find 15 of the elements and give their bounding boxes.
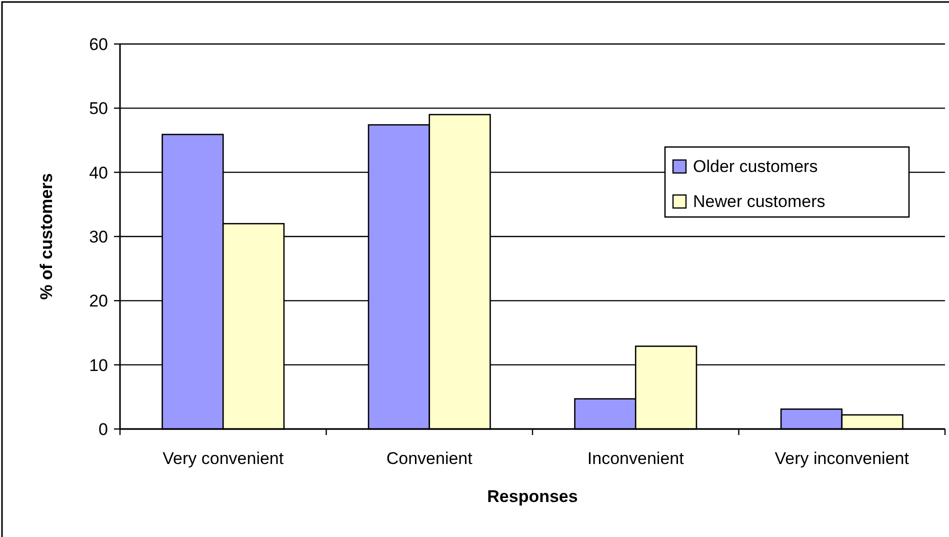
x-tick-label: Very convenient xyxy=(162,449,284,468)
y-tick-label: 50 xyxy=(89,99,108,118)
x-axis-title: Responses xyxy=(487,487,578,506)
y-tick-label: 40 xyxy=(89,163,108,182)
y-tick-label: 0 xyxy=(98,420,108,439)
y-tick-label: 10 xyxy=(89,356,108,375)
y-tick-label: 30 xyxy=(89,227,108,246)
legend-label: Newer customers xyxy=(693,192,826,211)
x-tick-label: Very inconvenient xyxy=(774,449,910,468)
x-tick-label: Convenient xyxy=(386,449,473,468)
legend-label: Older customers xyxy=(693,156,818,176)
y-axis-title: % of customers xyxy=(37,173,56,300)
y-tick-label: 60 xyxy=(89,34,108,54)
y-tick-label: 20 xyxy=(89,292,108,311)
x-tick-label: Inconvenient xyxy=(587,449,684,468)
